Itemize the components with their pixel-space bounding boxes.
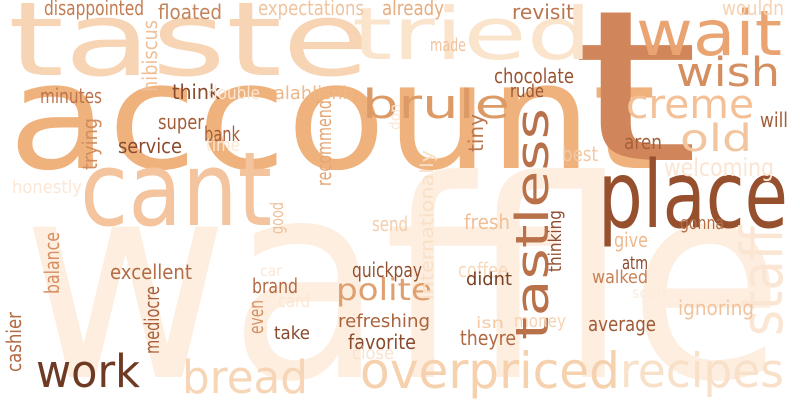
word-give: give — [614, 227, 648, 252]
word-minutes: minutes — [40, 83, 102, 108]
word-theyre: theyre — [460, 325, 516, 350]
word-excellent: excellent — [110, 259, 192, 284]
word-coffee: coffee — [458, 257, 508, 282]
word-disappointed: disappointed — [44, 0, 144, 20]
word-aren: aren — [624, 129, 662, 154]
word-bread: bread — [182, 350, 308, 400]
word-take: take — [274, 323, 310, 344]
word-wait: wait — [636, 0, 782, 70]
word-expectations: expectations — [258, 0, 364, 20]
word-creme: creme — [626, 82, 754, 129]
word-double: double — [208, 83, 260, 104]
word-money: money — [514, 311, 566, 332]
word-bank: bank — [204, 121, 240, 146]
word-thinking: thinking — [546, 210, 566, 272]
word-atm: atm — [622, 253, 648, 274]
word-welcoming: welcoming — [664, 153, 774, 182]
word-hibiscus: hibiscus — [138, 20, 162, 92]
word-soon: soon — [632, 284, 666, 303]
word-gonna: gonna — [680, 213, 724, 234]
word-close: close — [352, 343, 394, 364]
word-already: already — [382, 0, 444, 20]
word-fresh: fresh — [464, 209, 510, 234]
word-brand: brand — [252, 273, 298, 298]
word-didnt: didnt — [466, 269, 512, 290]
word-floated: floated — [158, 0, 222, 24]
word-rude: rude — [510, 81, 544, 102]
word-ignoring: ignoring — [678, 295, 754, 320]
word-super: super — [158, 109, 204, 134]
word-think: think — [172, 79, 220, 104]
word-tiny: tiny — [464, 114, 488, 152]
word-balance: balance — [40, 232, 64, 294]
word-chocolate: chocolate — [494, 63, 574, 88]
word-internationally: internationally — [418, 150, 438, 300]
word-mediocre: mediocre — [140, 286, 164, 354]
word-taste: taste — [8, 0, 370, 100]
word-t: t — [570, 0, 700, 210]
word-made: made — [430, 35, 466, 56]
word-brule: brule — [362, 82, 510, 129]
word-waffle: waffle — [22, 122, 784, 400]
word-favorite: favorite — [348, 329, 416, 354]
word-recommend: recommend — [312, 100, 336, 186]
word-old: old — [680, 115, 752, 160]
word-refreshing: refreshing — [338, 311, 430, 332]
word-car: car — [260, 262, 282, 281]
word-polite: polite — [336, 273, 432, 309]
word-walked: walked — [592, 267, 648, 288]
word-tried: tried — [352, 0, 592, 78]
word-recipes: recipes — [620, 344, 784, 400]
word-work: work — [36, 344, 140, 398]
word-wish: wish — [676, 50, 780, 97]
word-honestly: honestly — [12, 177, 82, 198]
word-time: time — [206, 135, 240, 156]
word-isn: isn — [476, 314, 504, 333]
word-best: best — [562, 141, 598, 166]
word-revisit: revisit — [512, 0, 574, 24]
word-trying: trying — [78, 118, 102, 170]
word-quickpay: quickpay — [352, 257, 422, 282]
word-alahlisnb: alahlisnb — [274, 83, 354, 104]
word-even: even — [244, 300, 268, 334]
word-will: will — [760, 107, 788, 132]
word-overpriced: overpriced — [360, 342, 620, 400]
word-send: send — [372, 211, 408, 236]
word-cant: cant — [80, 130, 272, 250]
word-place: place — [598, 140, 788, 249]
word-service: service — [118, 133, 182, 158]
word-good: good — [268, 202, 288, 234]
word-average: average — [588, 311, 656, 336]
word-don: don — [386, 104, 404, 130]
word-account: account — [8, 31, 656, 204]
word-wouldn: wouldn — [722, 0, 784, 20]
word-card: card — [278, 291, 310, 312]
word-cashier: cashier — [2, 312, 26, 372]
